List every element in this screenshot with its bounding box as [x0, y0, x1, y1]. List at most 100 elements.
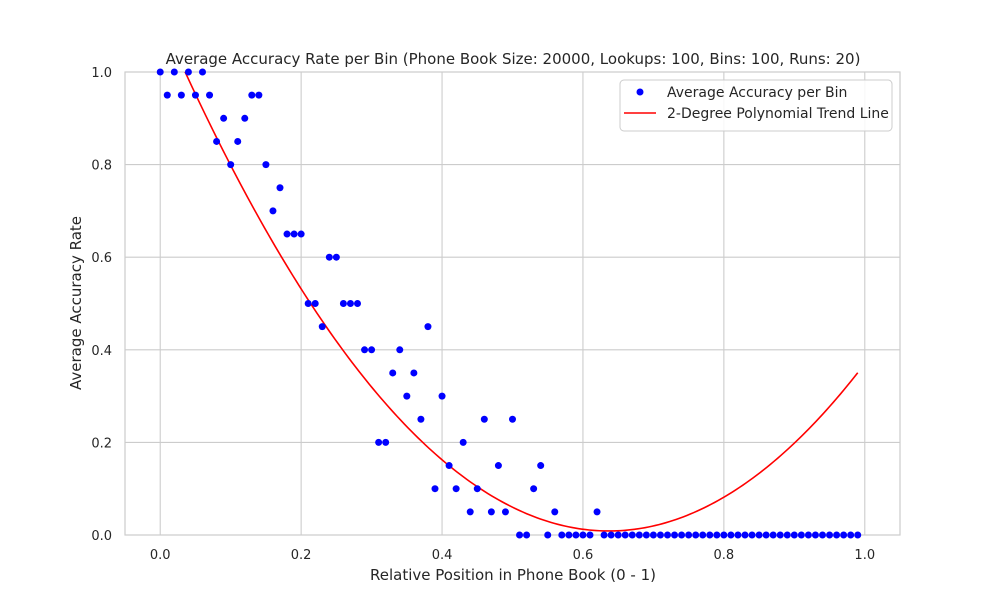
scatter-point: [833, 531, 841, 539]
scatter-point: [346, 300, 354, 307]
scatter-point: [593, 508, 601, 516]
scatter-point: [396, 346, 404, 354]
scatter-point: [769, 531, 777, 539]
scatter-point: [501, 508, 509, 516]
legend-marker-scatter: [636, 88, 644, 96]
y-tick-label: 0.8: [91, 159, 112, 174]
scatter-point: [678, 531, 686, 539]
scatter-point: [530, 485, 538, 493]
scatter-point: [410, 369, 418, 377]
scatter-point: [487, 508, 495, 516]
scatter-point: [551, 508, 559, 516]
scatter-point: [656, 531, 664, 539]
scatter-point: [368, 346, 376, 354]
scatter-point: [748, 531, 756, 539]
scatter-point: [776, 531, 784, 539]
scatter-point: [452, 485, 460, 493]
x-tick-label: 0.4: [432, 548, 453, 563]
scatter-point: [389, 369, 397, 377]
x-tick-label: 0.6: [573, 548, 594, 563]
scatter-point: [628, 531, 636, 539]
scatter-point: [290, 230, 298, 238]
plot-frame: [124, 71, 901, 536]
scatter-point: [494, 462, 502, 470]
chart-title: Average Accuracy Rate per Bin (Phone Boo…: [166, 50, 861, 68]
scatter-point: [811, 531, 819, 539]
scatter-point: [431, 485, 439, 493]
scatter-point: [847, 531, 855, 539]
scatter-point: [163, 91, 171, 99]
scatter-point: [262, 161, 270, 169]
scatter-point: [790, 531, 798, 539]
scatter-point: [804, 531, 812, 539]
x-axis-ticks: 0.0 0.2 0.4 0.6 0.8 1.0: [150, 548, 875, 563]
scatter-point: [438, 392, 446, 400]
y-tick-label: 0.6: [91, 251, 112, 266]
scatter-point: [269, 207, 277, 215]
scatter-point: [671, 531, 679, 539]
scatter-point: [741, 531, 749, 539]
legend: Average Accuracy per Bin 2-Degree Polyno…: [619, 79, 893, 132]
scatter-point: [227, 161, 235, 169]
scatter-point: [424, 323, 432, 331]
legend-label-line: 2-Degree Polynomial Trend Line: [667, 106, 889, 122]
scatter-point: [537, 462, 545, 470]
scatter-point: [523, 531, 531, 539]
x-tick-label: 0.8: [714, 548, 735, 563]
scatter-point: [713, 531, 721, 539]
scatter-point: [170, 68, 178, 76]
scatter-point: [445, 462, 453, 470]
scatter-point: [220, 114, 228, 122]
legend-label-scatter: Average Accuracy per Bin: [667, 85, 847, 101]
scatter-point: [607, 531, 615, 539]
scatter-points: [156, 68, 862, 539]
scatter-point: [473, 485, 481, 493]
scatter-point: [755, 531, 763, 539]
scatter-point: [783, 531, 791, 539]
scatter-point: [579, 531, 587, 539]
scatter-point: [354, 300, 361, 307]
scatter-point: [720, 531, 728, 539]
scatter-point: [565, 531, 573, 539]
scatter-point: [403, 392, 411, 400]
scatter-point: [361, 346, 369, 354]
scatter-point: [339, 300, 347, 307]
x-tick-label: 0.0: [150, 548, 171, 563]
y-tick-label: 0.2: [91, 436, 112, 451]
scatter-point: [283, 230, 291, 238]
scatter-point: [600, 531, 608, 539]
x-tick-label: 1.0: [854, 548, 875, 563]
legend-box: [619, 79, 893, 132]
scatter-point: [466, 508, 474, 516]
scatter-point: [417, 415, 425, 423]
scatter-point: [699, 531, 707, 539]
trend-line-layer: [184, 72, 859, 532]
scatter-point: [304, 300, 312, 307]
scatter-point: [727, 531, 735, 539]
scatter-point: [234, 137, 242, 145]
y-tick-label: 1.0: [91, 66, 112, 81]
scatter-point: [614, 531, 622, 539]
scatter-point: [516, 531, 524, 539]
scatter-point: [664, 531, 671, 539]
scatter-point: [734, 531, 742, 539]
scatter-point: [382, 438, 390, 446]
scatter-point: [191, 91, 199, 99]
scatter-point: [819, 531, 826, 539]
scatter-point: [177, 91, 185, 99]
scatter-point: [459, 438, 467, 446]
scatter-point: [685, 531, 693, 539]
scatter-point: [375, 438, 383, 446]
scatter-point: [642, 531, 650, 539]
scatter-point: [558, 531, 566, 539]
scatter-point: [255, 91, 263, 99]
scatter-point: [586, 531, 594, 539]
scatter-point: [311, 300, 319, 307]
scatter-point: [826, 531, 834, 539]
y-tick-label: 0.4: [91, 344, 112, 359]
scatter-point: [706, 531, 714, 539]
scatter-point: [544, 531, 552, 539]
scatter-point: [248, 91, 256, 99]
scatter-point: [213, 137, 221, 145]
